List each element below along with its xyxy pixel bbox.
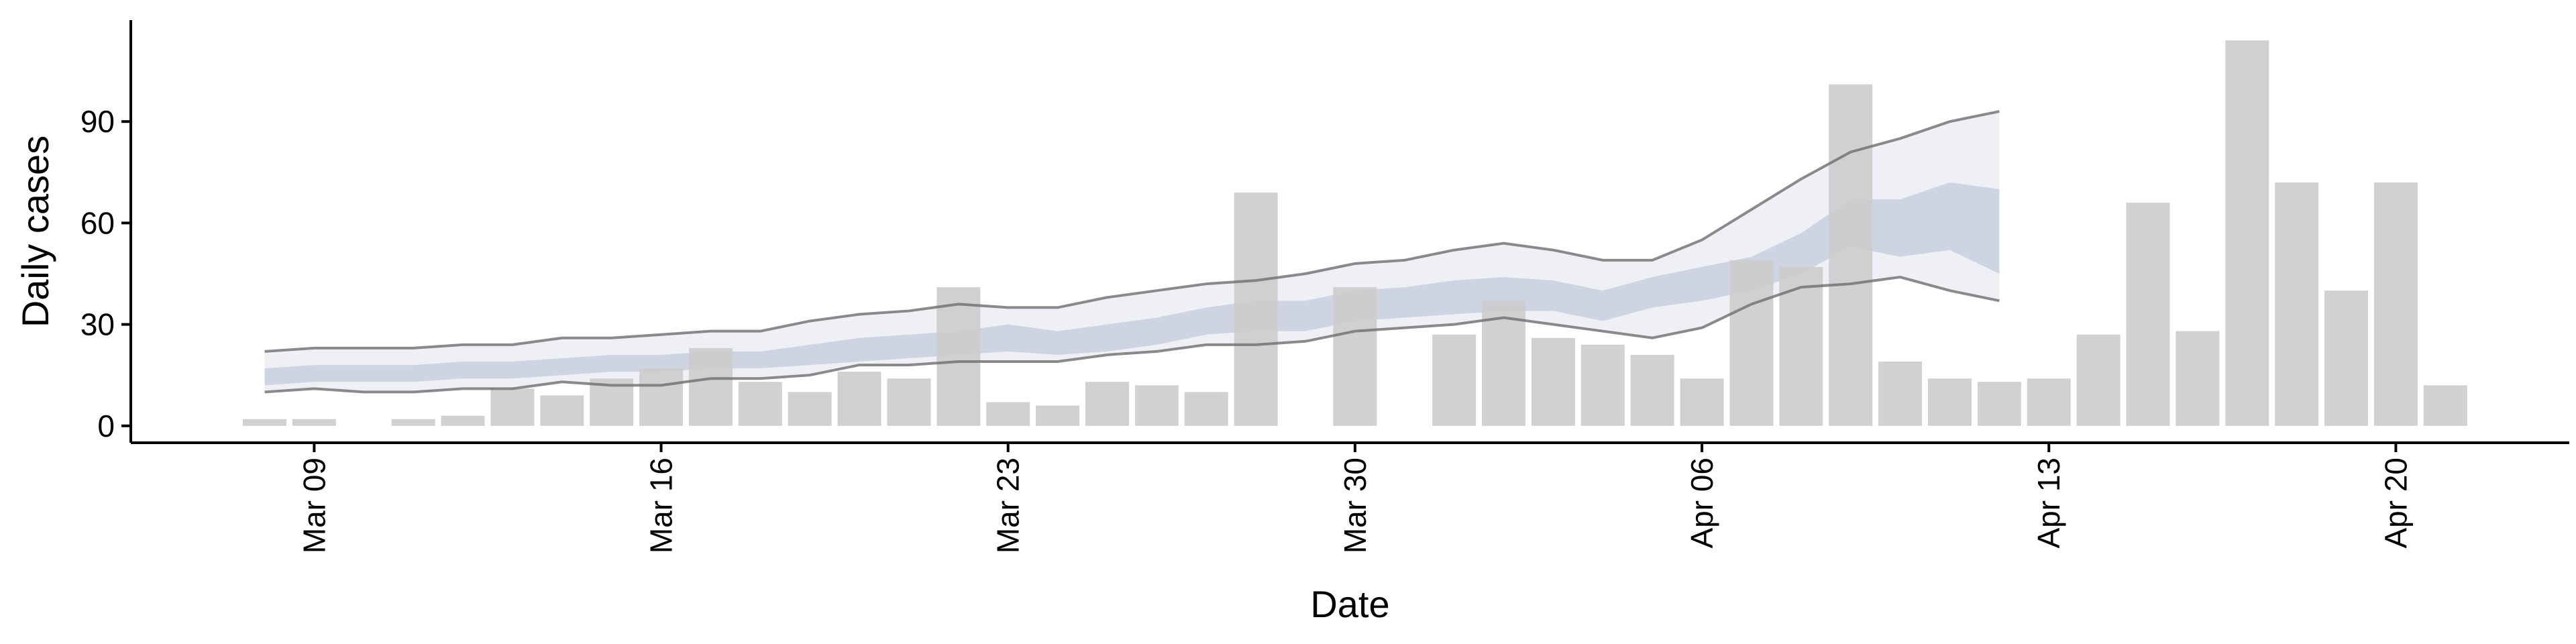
interval-lines: [264, 110, 2000, 394]
y-tick-label-0: 0: [97, 409, 115, 443]
y-tick-label-60: 60: [80, 205, 115, 240]
bar-mar-21: [887, 378, 931, 426]
x-tick-label-mar-23: Mar 23: [991, 458, 1026, 553]
outer-interval-band: [264, 111, 2000, 392]
axes: [129, 20, 2569, 444]
bar-mar-22: [936, 287, 981, 426]
bar-apr-16: [2176, 331, 2220, 426]
bar-mar-09: [292, 419, 336, 426]
inner-interval-band: [264, 182, 2000, 386]
axis-ticks: 0 30 60 90 Mar 09 Mar 16 Mar 23 Mar 30 Apr 06 Apr…: [80, 104, 2414, 553]
bar-mar-18: [738, 382, 782, 426]
bar-apr-09: [1829, 84, 1873, 426]
bar-apr-05: [1630, 354, 1674, 426]
x-tick-label-apr-06: Apr 06: [1684, 458, 1719, 549]
bar-mar-28: [1234, 193, 1278, 426]
bar-apr-14: [2076, 334, 2121, 426]
bar-apr-13: [2027, 378, 2071, 426]
bar-apr-11: [1927, 378, 1972, 426]
bar-mar-20: [837, 372, 881, 426]
x-tick-label-mar-30: Mar 30: [1338, 458, 1373, 553]
bar-mar-14: [540, 395, 584, 426]
bar-apr-20: [2373, 182, 2418, 426]
bar-apr-02: [1482, 301, 1526, 426]
x-tick-label-mar-16: Mar 16: [644, 458, 679, 553]
bar-apr-17: [2225, 40, 2269, 426]
bar-apr-07: [1729, 260, 1774, 426]
y-tick-label-30: 30: [80, 307, 115, 342]
forecast-bands: [264, 111, 2000, 392]
bar-mar-24: [1036, 405, 1080, 426]
daily-case-bars: [242, 40, 2467, 426]
x-tick-label-mar-09: Mar 09: [297, 458, 331, 553]
bar-apr-19: [2324, 290, 2369, 426]
bar-mar-12: [441, 415, 485, 426]
bar-mar-26: [1134, 385, 1179, 426]
bar-apr-15: [2126, 203, 2170, 426]
bar-mar-23: [986, 402, 1030, 426]
bar-mar-25: [1085, 382, 1129, 426]
bar-mar-13: [490, 388, 535, 426]
bar-mar-27: [1184, 392, 1228, 426]
bar-apr-01: [1432, 334, 1477, 426]
bar-mar-11: [391, 419, 435, 426]
bar-apr-12: [1977, 382, 2021, 426]
bar-apr-10: [1878, 362, 1923, 426]
bar-apr-06: [1680, 378, 1724, 426]
bar-apr-04: [1580, 344, 1625, 426]
upper-interval-line: [264, 110, 2000, 353]
bar-apr-03: [1531, 337, 1575, 426]
x-axis-title: Date: [1310, 583, 1389, 625]
lower-interval-line: [264, 276, 2000, 394]
bar-mar-17: [688, 347, 733, 426]
x-tick-label-apr-20: Apr 20: [2378, 458, 2413, 549]
bar-mar-16: [639, 368, 684, 426]
bar-mar-08: [242, 419, 286, 426]
bar-mar-19: [788, 392, 832, 426]
bar-apr-18: [2275, 182, 2319, 426]
bar-apr-21: [2423, 385, 2467, 426]
bar-mar-30: [1333, 287, 1377, 426]
bar-apr-08: [1779, 266, 1823, 426]
x-tick-label-apr-13: Apr 13: [2031, 458, 2066, 549]
y-tick-label-90: 90: [80, 104, 115, 139]
y-axis-title: Daily cases: [14, 136, 56, 327]
